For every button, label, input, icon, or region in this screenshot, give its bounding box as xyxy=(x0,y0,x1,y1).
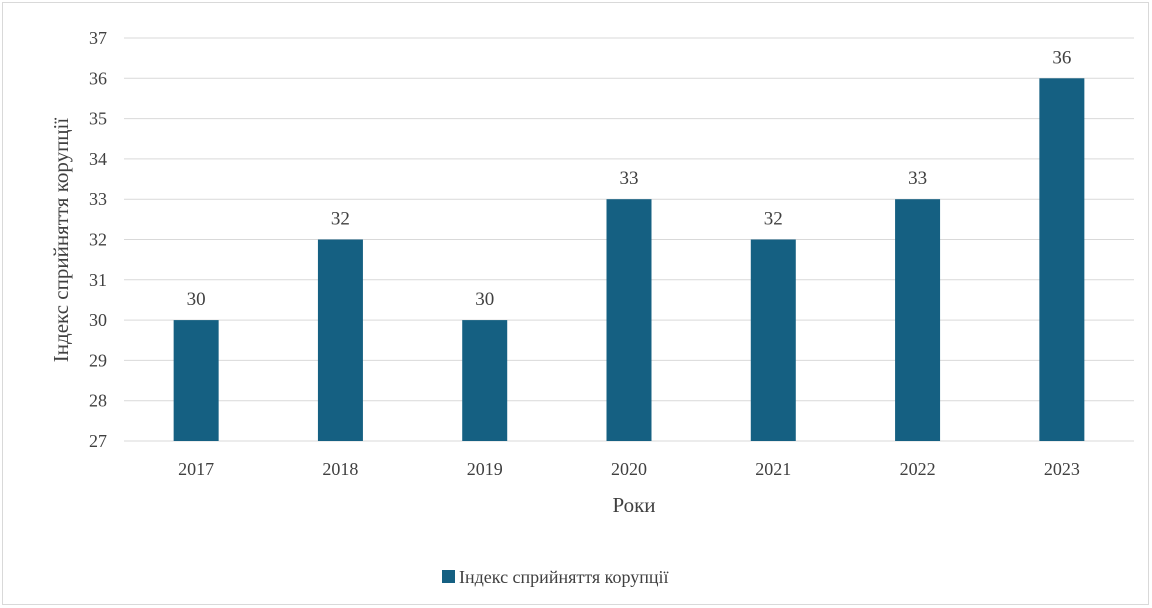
bar-data-label: 36 xyxy=(1052,47,1071,68)
y-tick-label: 31 xyxy=(89,270,107,290)
y-tick-label: 35 xyxy=(89,109,107,129)
y-tick-label: 30 xyxy=(89,310,107,330)
gridlines xyxy=(124,37,1134,442)
x-tick-label: 2017 xyxy=(178,459,214,479)
y-tick-label: 33 xyxy=(89,189,107,209)
bar xyxy=(606,199,652,441)
x-tick-label: 2021 xyxy=(755,459,791,479)
bar xyxy=(462,320,508,441)
bar-data-label: 33 xyxy=(620,168,639,189)
y-tick-label: 29 xyxy=(89,350,107,370)
bar-data-label: 32 xyxy=(764,209,783,230)
y-tick-label: 27 xyxy=(89,431,107,451)
x-tick-label: 2023 xyxy=(1044,459,1080,479)
bar xyxy=(173,320,219,441)
bar xyxy=(895,199,941,441)
bar-data-label: 30 xyxy=(187,289,206,310)
bar xyxy=(1039,78,1085,442)
y-axis-ticks: 27 28 29 30 31 32 33 34 35 36 37 xyxy=(89,28,107,451)
y-tick-label: 34 xyxy=(89,149,107,169)
legend: Індекс сприйняття корупції xyxy=(442,567,669,587)
bar-data-label: 30 xyxy=(475,289,494,310)
data-labels: 30 32 30 33 32 33 36 xyxy=(187,47,1072,310)
x-tick-label: 2020 xyxy=(611,459,647,479)
y-tick-label: 37 xyxy=(89,28,107,48)
y-tick-label: 28 xyxy=(89,391,107,411)
legend-swatch xyxy=(442,570,455,583)
y-axis-title: Індекс сприйняття корупції xyxy=(49,118,73,363)
x-tick-label: 2018 xyxy=(322,459,358,479)
y-tick-label: 36 xyxy=(89,68,107,88)
bar-data-label: 33 xyxy=(908,168,927,189)
y-tick-label: 32 xyxy=(89,230,107,250)
bar xyxy=(317,239,363,441)
bars xyxy=(173,78,1085,442)
bar xyxy=(750,239,796,441)
x-tick-label: 2022 xyxy=(900,459,936,479)
legend-label: Індекс сприйняття корупції xyxy=(459,567,669,587)
x-tick-label: 2019 xyxy=(467,459,503,479)
x-axis-title: Роки xyxy=(612,493,655,517)
bar-data-label: 32 xyxy=(331,209,350,230)
x-axis-ticks: 2017 2018 2019 2020 2021 2022 2023 xyxy=(178,459,1080,479)
